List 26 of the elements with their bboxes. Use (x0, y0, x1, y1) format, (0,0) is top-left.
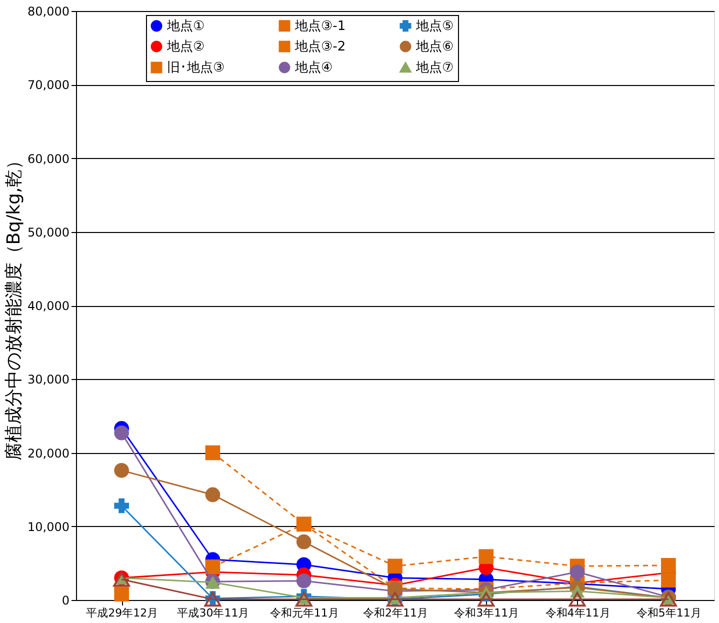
legend-label: 地点④ (294, 60, 333, 76)
y-tick-label: 50,000 (28, 225, 70, 240)
legend-label: 地点③-1 (294, 18, 346, 34)
y-tick-label: 30,000 (28, 372, 70, 387)
x-tick-label: 令和5年11月 (636, 606, 702, 620)
legend-label: 地点① (166, 18, 205, 34)
legend-label: 地点⑦ (415, 60, 454, 76)
y-tick-label: 20,000 (28, 446, 70, 460)
y-tick-label: 60,000 (28, 152, 70, 166)
y-axis-title: 腐植成分中の放射能濃度（Bq/kg,乾） (4, 151, 25, 461)
legend-label: 旧･地点③ (167, 60, 225, 76)
x-tick-label: 平成29年12月 (86, 606, 158, 620)
y-tick-label: 80,000 (28, 4, 70, 18)
legend-label: 地点② (166, 40, 205, 54)
x-tick-label: 令和3年11月 (454, 606, 520, 620)
x-tick-label: 令和2年11月 (363, 606, 428, 620)
y-tick-label: 40,000 (28, 299, 70, 313)
x-tick-label: 令和元年11月 (270, 606, 339, 620)
x-tick-label: 令和4年11月 (545, 606, 610, 620)
x-tick-label: 平成30年11月 (177, 606, 250, 620)
y-tick-label: 70,000 (28, 78, 70, 92)
y-tick-label: 0 (62, 594, 70, 608)
legend-label: 地点③-2 (294, 40, 346, 54)
legend-label: 地点⑥ (415, 40, 454, 54)
legend-label: 地点⑤ (415, 18, 454, 34)
y-tick-label: 10,000 (28, 520, 70, 534)
